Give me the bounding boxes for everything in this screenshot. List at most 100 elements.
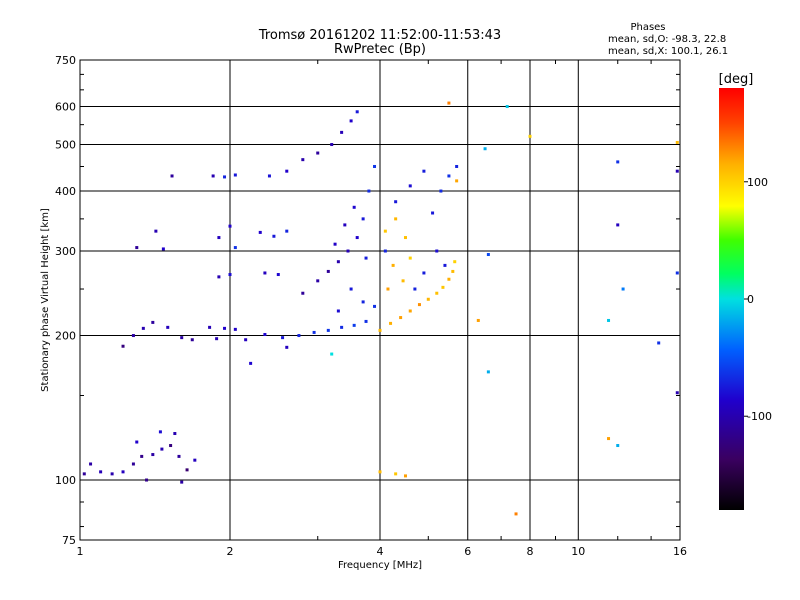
data-point: [403, 236, 407, 240]
data-point: [177, 454, 181, 458]
y-tick-labels: 75 100 200 300 400 500 600 750: [55, 54, 76, 547]
data-point: [505, 105, 509, 109]
data-point: [343, 223, 347, 227]
data-point: [336, 260, 340, 264]
data-point: [333, 242, 337, 246]
data-point: [267, 174, 271, 178]
data-point: [401, 279, 405, 283]
data-point: [228, 273, 232, 277]
data-point: [340, 325, 344, 329]
data-point: [316, 279, 320, 283]
x-tick-label: 6: [464, 545, 471, 558]
x-tick-labels: 1 2 4 6 8 10 16: [77, 545, 688, 558]
colorbar-tick-label: 100: [747, 176, 768, 189]
data-point: [435, 249, 439, 253]
data-point: [514, 512, 518, 516]
data-point: [135, 440, 139, 444]
data-point: [169, 444, 173, 448]
data-point: [215, 337, 219, 341]
colorbar-ticks: 100 0 -100: [744, 176, 772, 423]
data-point: [408, 256, 412, 260]
data-point: [439, 189, 443, 193]
data-point: [161, 247, 165, 251]
data-point: [364, 319, 368, 323]
data-point: [217, 275, 221, 279]
data-point: [140, 454, 144, 458]
data-point: [312, 330, 316, 334]
data-point: [616, 444, 620, 448]
data-point: [297, 334, 301, 338]
data-point: [135, 246, 139, 250]
data-point: [447, 174, 451, 178]
data-point: [173, 432, 177, 436]
data-point: [326, 269, 330, 273]
data-point: [330, 352, 334, 356]
data-point: [451, 269, 455, 273]
data-point: [263, 332, 267, 336]
data-point: [258, 230, 262, 234]
x-tick-label: 10: [571, 545, 585, 558]
data-point: [364, 256, 368, 260]
data-point: [276, 273, 280, 277]
x-tick-label: 8: [527, 545, 534, 558]
data-point: [455, 164, 459, 168]
data-point: [426, 297, 430, 301]
y-tick-label: 750: [55, 54, 76, 67]
data-point: [193, 458, 197, 462]
x-axis-label: Frequency [MHz]: [338, 560, 422, 571]
data-point: [158, 430, 162, 434]
data-point: [447, 277, 451, 281]
data-point: [383, 249, 387, 253]
data-point: [413, 287, 417, 291]
data-point: [408, 309, 412, 313]
data-point: [185, 468, 189, 472]
data-point: [346, 249, 350, 253]
data-point: [675, 391, 679, 395]
data-point: [394, 472, 398, 476]
stats-title: Phases: [630, 22, 665, 33]
data-point: [180, 480, 184, 484]
data-point: [422, 169, 426, 173]
data-point: [417, 303, 421, 307]
data-point: [285, 169, 289, 173]
data-point: [394, 217, 398, 221]
data-point: [180, 336, 184, 340]
data-point: [131, 334, 135, 338]
data-point: [373, 164, 377, 168]
data-point: [316, 151, 320, 155]
chart-title: Tromsø 20161202 11:52:00-11:53:43: [258, 28, 501, 43]
colorbar-label: [deg]: [719, 72, 754, 87]
data-point: [657, 341, 661, 345]
y-axis-label: Stationary phase Virtual Height [km]: [40, 208, 51, 392]
x-tick-label: 1: [77, 545, 84, 558]
chart-subtitle: RwPretec (Bp): [334, 42, 426, 57]
data-point: [249, 361, 253, 365]
y-tick-label: 75: [62, 534, 76, 547]
data-point: [616, 223, 620, 227]
y-tick-label: 600: [55, 101, 76, 114]
data-point: [476, 318, 480, 322]
data-point: [386, 287, 390, 291]
data-point: [389, 321, 393, 325]
data-point: [528, 134, 532, 138]
data-point: [223, 175, 227, 179]
data-point: [486, 370, 490, 374]
x-tick-label: 4: [377, 545, 384, 558]
data-point: [616, 160, 620, 164]
data-point: [607, 318, 611, 322]
data-point: [131, 462, 135, 466]
data-point: [233, 173, 237, 177]
data-point: [675, 140, 679, 144]
data-point: [373, 304, 377, 308]
data-point: [208, 325, 212, 329]
data-point: [330, 143, 334, 147]
data-point: [263, 271, 267, 275]
data-point: [145, 478, 149, 482]
y-tick-label: 400: [55, 185, 76, 198]
x-tick-label: 16: [673, 545, 687, 558]
data-point: [355, 236, 359, 240]
stats-line-x: mean, sd,X: 100.1, 26.1: [608, 46, 728, 57]
data-point: [82, 472, 86, 476]
data-point: [285, 229, 289, 233]
